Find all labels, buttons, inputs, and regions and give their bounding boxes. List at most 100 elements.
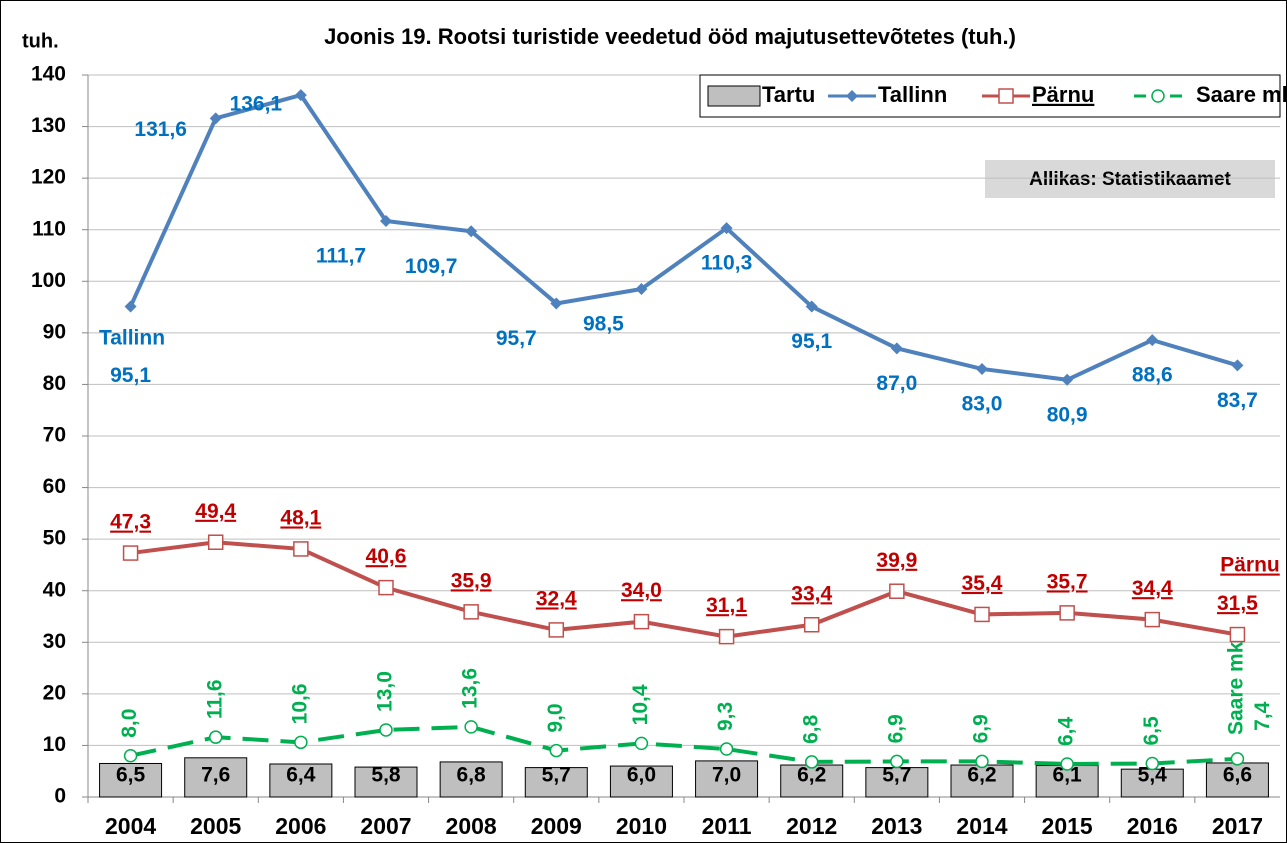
marker bbox=[294, 735, 308, 750]
y-tick-label: 140 bbox=[31, 63, 66, 86]
x-tick-label: 2012 bbox=[786, 813, 837, 839]
legend-label: Tallinn bbox=[878, 82, 947, 107]
data-label: 31,5 bbox=[1217, 592, 1258, 615]
data-label: 131,6 bbox=[134, 118, 187, 141]
legend-label: Pärnu bbox=[1032, 82, 1094, 107]
marker bbox=[718, 628, 735, 645]
data-label: 35,4 bbox=[962, 572, 1003, 595]
bar bbox=[1205, 762, 1269, 798]
marker bbox=[465, 225, 478, 238]
data-label: 80,9 bbox=[1047, 403, 1088, 426]
bar bbox=[609, 765, 673, 798]
series-annotation: Pärnu bbox=[1220, 554, 1280, 577]
bar bbox=[354, 766, 418, 798]
marker bbox=[122, 545, 139, 561]
marker bbox=[803, 617, 820, 633]
marker bbox=[635, 283, 648, 296]
data-label: 34,4 bbox=[1132, 577, 1173, 600]
marker bbox=[998, 88, 1014, 104]
line bbox=[130, 724, 1238, 766]
marker bbox=[1059, 605, 1075, 621]
marker bbox=[889, 583, 905, 599]
marker bbox=[890, 342, 903, 355]
source-note: Allikas: Statistikaamet bbox=[1029, 169, 1231, 190]
y-axis-label: tuh. bbox=[22, 30, 59, 52]
marker bbox=[1151, 89, 1165, 103]
marker bbox=[804, 755, 819, 769]
y-tick-label: 110 bbox=[32, 217, 66, 240]
data-label: 6,4 bbox=[286, 764, 316, 787]
bar bbox=[865, 767, 929, 798]
y-tick-label: 20 bbox=[43, 681, 66, 704]
marker bbox=[1229, 626, 1246, 643]
data-label: 49,4 bbox=[195, 500, 236, 523]
marker bbox=[1144, 611, 1161, 628]
bar bbox=[99, 762, 163, 798]
data-label: 39,9 bbox=[876, 549, 917, 572]
data-label: 10,6 bbox=[288, 683, 311, 724]
marker bbox=[463, 604, 479, 620]
marker bbox=[123, 748, 138, 763]
data-label: 32,4 bbox=[536, 587, 577, 610]
data-label: 6,2 bbox=[797, 764, 826, 787]
data-label: 5,7 bbox=[542, 764, 571, 787]
marker bbox=[1060, 757, 1074, 771]
marker bbox=[293, 541, 309, 557]
marker bbox=[207, 534, 224, 550]
data-label: 34,0 bbox=[621, 579, 662, 602]
data-label: 83,0 bbox=[962, 393, 1003, 416]
marker bbox=[890, 754, 904, 769]
y-tick-label: 50 bbox=[43, 527, 66, 550]
x-tick-label: 2013 bbox=[871, 813, 922, 839]
data-label: 13,0 bbox=[374, 671, 397, 712]
data-label: 95,1 bbox=[791, 330, 832, 353]
data-label: 13,6 bbox=[459, 668, 482, 709]
y-tick-label: 10 bbox=[43, 733, 66, 756]
chart-title: Joonis 19. Rootsi turistide veedetud ööd… bbox=[324, 24, 1016, 49]
source-box bbox=[985, 160, 1275, 198]
y-tick-label: 90 bbox=[43, 320, 66, 343]
marker bbox=[1146, 334, 1159, 347]
x-tick-label: 2008 bbox=[446, 813, 497, 839]
data-label: 6,0 bbox=[627, 764, 656, 787]
bar bbox=[439, 761, 503, 798]
marker bbox=[550, 297, 563, 310]
data-label: 87,0 bbox=[876, 372, 917, 395]
data-label: 6,9 bbox=[970, 714, 993, 743]
data-label: 6,8 bbox=[457, 764, 487, 787]
x-tick-label: 2007 bbox=[360, 813, 411, 839]
y-tick-label: 100 bbox=[31, 269, 66, 292]
data-label: 5,4 bbox=[1138, 764, 1168, 787]
x-tick-label: 2005 bbox=[190, 813, 241, 839]
data-label: 95,1 bbox=[110, 364, 151, 387]
data-label: 7,6 bbox=[201, 764, 230, 787]
y-tick-label: 70 bbox=[43, 424, 66, 447]
data-label: 9,0 bbox=[544, 703, 567, 732]
data-label: 136,1 bbox=[230, 93, 283, 116]
x-tick-label: 2009 bbox=[531, 813, 582, 839]
marker bbox=[976, 362, 988, 375]
line bbox=[130, 540, 1238, 639]
marker bbox=[1145, 756, 1160, 771]
x-tick-label: 2014 bbox=[956, 813, 1007, 839]
data-label: 110,3 bbox=[701, 252, 752, 275]
x-tick-label: 2016 bbox=[1127, 813, 1178, 839]
marker bbox=[380, 214, 392, 227]
marker bbox=[805, 300, 818, 313]
y-tick-label: 30 bbox=[43, 630, 66, 653]
series-annotation: Tallinn bbox=[99, 327, 165, 350]
data-label: 6,4 bbox=[1055, 716, 1078, 746]
y-tick-label: 80 bbox=[43, 372, 66, 395]
data-label: 9,3 bbox=[714, 702, 737, 731]
data-label: 35,9 bbox=[451, 569, 492, 592]
marker bbox=[975, 754, 989, 769]
data-label: 5,8 bbox=[371, 764, 401, 787]
y-tick-label: 0 bbox=[54, 785, 66, 808]
marker bbox=[1231, 359, 1244, 372]
data-label: 47,3 bbox=[110, 511, 151, 534]
x-tick-label: 2015 bbox=[1042, 813, 1093, 839]
x-tick-label: 2006 bbox=[275, 813, 326, 839]
marker bbox=[846, 90, 858, 102]
